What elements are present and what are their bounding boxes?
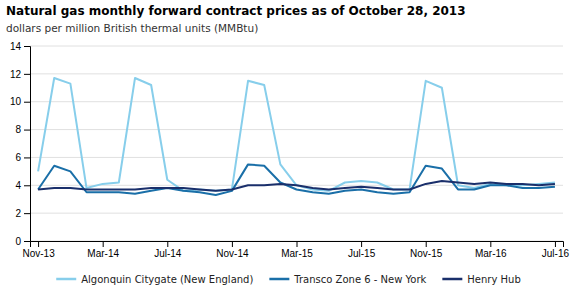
y-tick-mark xyxy=(24,102,30,103)
grid xyxy=(30,46,563,241)
y-tick-mark xyxy=(24,46,30,47)
grid-line xyxy=(30,129,563,130)
x-tick-mark xyxy=(103,241,104,247)
x-tick-label: Jul-14 xyxy=(154,248,182,259)
y-tick-label: 14 xyxy=(10,41,22,52)
legend-swatch xyxy=(56,278,76,281)
x-tick-label: Mar-14 xyxy=(87,248,119,259)
legend-label: Transco Zone 6 - New York xyxy=(293,274,426,285)
x-tick-mark xyxy=(167,241,168,247)
x-tick: Mar-14 xyxy=(87,241,119,259)
x-tick-label: Nov-15 xyxy=(410,248,443,259)
x-tick: Jul-15 xyxy=(348,241,376,259)
grid-line xyxy=(30,101,563,102)
y-tick-label: 0 xyxy=(15,236,21,247)
grid-line xyxy=(30,213,563,214)
legend: Algonquin Citygate (New England) Transco … xyxy=(56,274,521,285)
y-tick-label: 6 xyxy=(15,152,21,163)
y-tick-mark xyxy=(24,241,30,242)
legend-item: Henry Hub xyxy=(442,274,520,285)
x-tick: Jul-16 xyxy=(542,241,570,259)
series-line xyxy=(38,78,555,191)
legend-item: Algonquin Citygate (New England) xyxy=(56,274,253,285)
x-tick-label: Nov-13 xyxy=(22,248,55,259)
y-tick: 8 xyxy=(15,124,30,135)
y-tick-mark xyxy=(24,185,30,186)
grid-line xyxy=(30,46,563,47)
x-tick: Mar-16 xyxy=(475,241,507,259)
y-tick-label: 2 xyxy=(15,208,21,219)
x-tick-mark xyxy=(490,241,491,247)
plot-area: 0 2 4 6 8 10 12 14 Nov-13 Mar-14 Jul-14 Nov-14 Mar-1… xyxy=(10,41,570,259)
x-tick-mark xyxy=(555,241,556,247)
y-tick-mark xyxy=(24,74,30,75)
y-tick-label: 4 xyxy=(15,180,21,191)
x-tick-mark xyxy=(426,241,427,247)
y-tick-mark xyxy=(24,213,30,214)
y-tick-label: 10 xyxy=(10,96,22,107)
y-tick: 14 xyxy=(10,41,30,52)
y-tick: 0 xyxy=(15,236,30,247)
grid-line xyxy=(30,73,563,74)
y-tick: 12 xyxy=(10,69,30,80)
x-tick-label: Jul-15 xyxy=(348,248,376,259)
y-tick-label: 8 xyxy=(15,124,21,135)
x-tick-mark xyxy=(232,241,233,247)
y-tick-mark xyxy=(24,130,30,131)
y-tick: 4 xyxy=(15,180,30,191)
grid-line xyxy=(30,157,563,158)
x-tick-label: Mar-15 xyxy=(281,248,313,259)
x-axis-line xyxy=(31,242,564,248)
legend-label: Algonquin Citygate (New England) xyxy=(81,274,253,285)
y-tick-label: 12 xyxy=(10,69,22,80)
x-axis: Nov-13 Mar-14 Jul-14 Nov-14 Mar-15 Jul-15 Nov-… xyxy=(22,241,569,259)
x-tick-label: Nov-14 xyxy=(216,248,249,259)
title: Natural gas monthly forward contract pri… xyxy=(6,4,466,18)
legend-item: Transco Zone 6 - New York xyxy=(269,274,426,285)
x-tick-mark xyxy=(297,241,298,247)
x-tick: Mar-15 xyxy=(281,241,313,259)
y-axis-line xyxy=(24,47,31,242)
y-tick: 6 xyxy=(15,152,30,163)
y-tick: 10 xyxy=(10,96,30,107)
x-tick-mark xyxy=(38,241,39,247)
x-tick: Nov-15 xyxy=(410,241,443,259)
x-tick: Nov-13 xyxy=(22,241,55,259)
x-tick: Jul-14 xyxy=(154,241,182,259)
x-tick-mark xyxy=(361,241,362,247)
legend-swatch xyxy=(442,278,462,281)
x-tick-label: Jul-16 xyxy=(542,248,570,259)
x-tick: Nov-14 xyxy=(216,241,249,259)
subtitle: dollars per million British thermal unit… xyxy=(6,22,258,34)
y-axis: 0 2 4 6 8 10 12 14 xyxy=(10,41,31,247)
y-tick: 2 xyxy=(15,208,30,219)
legend-label: Henry Hub xyxy=(467,274,520,285)
chart: Natural gas monthly forward contract pri… xyxy=(0,0,577,289)
x-tick-label: Mar-16 xyxy=(475,248,507,259)
series-line xyxy=(38,181,555,191)
lines xyxy=(38,78,555,195)
legend-swatch xyxy=(269,278,289,281)
y-tick-mark xyxy=(24,157,30,158)
series-line xyxy=(38,164,555,195)
